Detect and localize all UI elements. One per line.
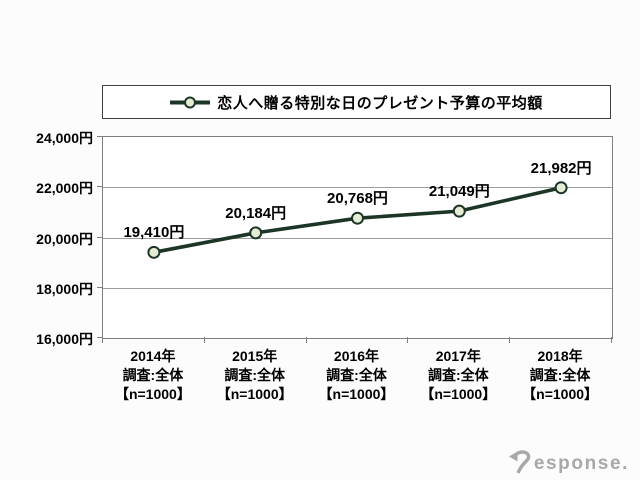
x-category-label: 2015年調査:全体【n=1000】 <box>204 347 306 404</box>
y-axis-labels: 24,000円 22,000円 20,000円 18,000円 16,000円 <box>0 130 93 347</box>
x-category-subline: 【n=1000】 <box>114 386 191 402</box>
response-logo-r-icon <box>508 450 531 474</box>
data-point-marker <box>249 226 263 240</box>
x-tick-mark <box>203 337 205 343</box>
x-category-label: 2018年調査:全体【n=1000】 <box>509 347 611 404</box>
chart-legend: 恋人へ贈る特別な日のプレゼント予算の平均額 <box>102 85 611 119</box>
x-tick-mark <box>611 337 612 343</box>
y-tick-label: 18,000円 <box>36 280 93 297</box>
y-tick-mark <box>97 136 102 137</box>
x-axis-ticks <box>102 337 612 344</box>
y-tick-label: 24,000円 <box>36 130 93 146</box>
x-category-subline: 【n=1000】 <box>318 386 395 402</box>
y-tick-mark <box>97 337 102 338</box>
data-point-label: 19,410円 <box>123 224 185 242</box>
x-category-subline: 調査:全体 <box>326 367 387 383</box>
legend-series-label: 恋人へ贈る特別な日のプレゼント予算の平均額 <box>217 94 543 112</box>
data-point-marker <box>452 204 466 218</box>
y-tick-mark <box>97 186 102 188</box>
x-axis-labels: 2014年 調査:全体 【n=1000】 2015年 調査:全体 【n=1000】 2016… <box>102 347 611 409</box>
y-tick-label: 16,000円 <box>36 331 93 347</box>
y-tick-mark <box>97 286 102 288</box>
gridline <box>103 187 612 189</box>
legend-line-marker-icon <box>170 96 211 108</box>
x-category-subline: 調査:全体 <box>529 367 591 383</box>
response-logo-text: esponse. <box>533 453 629 474</box>
data-point-marker <box>351 211 364 225</box>
x-category-subline: 調査:全体 <box>427 367 489 383</box>
data-point-marker <box>554 181 568 195</box>
plot-area: 19,410円 20,184円 20,768円 21,049円 21,982円 <box>102 136 613 339</box>
x-category-subline: 【n=1000】 <box>216 386 293 402</box>
y-axis-ticks <box>97 136 102 338</box>
x-tick-mark <box>509 337 511 343</box>
y-tick-mark <box>97 236 102 238</box>
y-tick-label: 20,000円 <box>36 230 93 247</box>
x-category-year: 2018年 <box>537 348 583 364</box>
x-category-label: 2017年調査:全体【n=1000】 <box>407 347 509 404</box>
data-point-label: 21,982円 <box>530 159 592 177</box>
x-category-year: 2017年 <box>435 348 481 364</box>
gridline <box>103 287 612 289</box>
x-category-subline: 調査:全体 <box>224 367 286 383</box>
gridline <box>103 237 612 239</box>
y-tick-label: 22,000円 <box>36 180 93 197</box>
data-point-label: 20,768円 <box>327 190 388 208</box>
response-logo: esponse. <box>508 449 629 474</box>
x-tick-mark <box>102 337 103 343</box>
x-category-subline: 【n=1000】 <box>522 386 599 402</box>
x-category-year: 2014年 <box>130 348 176 364</box>
x-tick-mark <box>407 337 409 343</box>
x-category-year: 2015年 <box>232 348 278 364</box>
data-point-label: 20,184円 <box>225 204 287 222</box>
series-line-chart <box>147 181 568 259</box>
x-category-label: 2014年調査:全体【n=1000】 <box>102 347 204 404</box>
data-point-marker <box>147 245 161 259</box>
x-category-subline: 【n=1000】 <box>420 386 497 402</box>
x-category-label: 2016年調査:全体【n=1000】 <box>306 347 408 404</box>
x-category-year: 2016年 <box>333 348 380 364</box>
x-tick-mark <box>305 337 307 343</box>
data-point-label: 21,049円 <box>428 183 490 201</box>
x-category-subline: 調査:全体 <box>122 367 184 383</box>
